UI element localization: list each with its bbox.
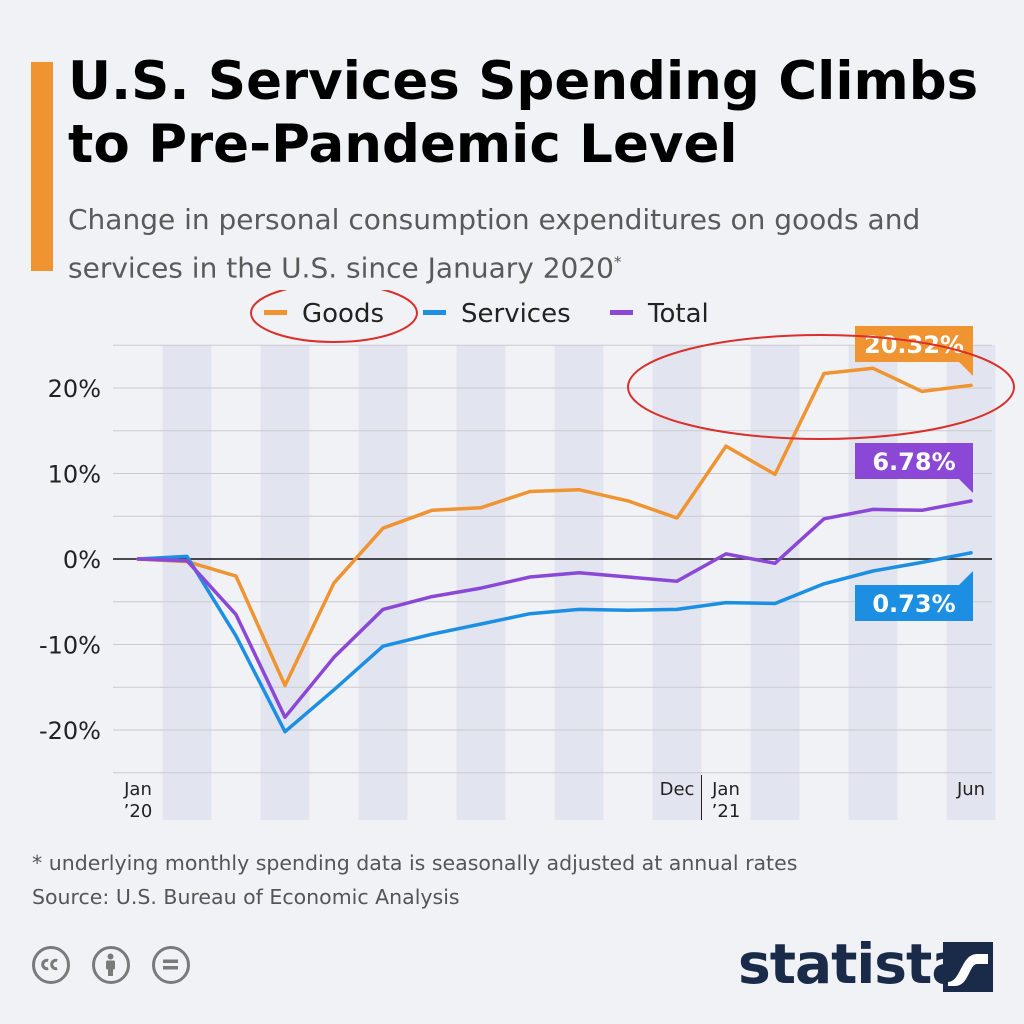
end-label-box (855, 585, 973, 621)
month-band (750, 345, 800, 820)
legend-swatch (264, 310, 287, 315)
month-band (554, 345, 604, 820)
statista-logo-mark-icon (943, 942, 993, 992)
legend-label: Goods (302, 299, 384, 329)
y-axis-tick-labels: -20% -10% 0% 10% 20% (39, 375, 101, 745)
legend-swatch (423, 310, 446, 315)
legend-item-goods: Goods (264, 299, 384, 329)
legend-highlight-ellipse (250, 290, 418, 343)
month-band (456, 345, 506, 820)
page-subtitle: Change in personal consumption expenditu… (68, 199, 968, 289)
end-label-text: 6.78% (872, 448, 955, 476)
footnote-text: * underlying monthly spending data is se… (32, 851, 798, 875)
series-line-services (136, 551, 973, 734)
x-tick-text: ’20 (124, 801, 153, 822)
month-band (848, 345, 898, 820)
subtitle-text: Change in personal consumption expenditu… (68, 203, 921, 285)
legend-label: Total (647, 299, 709, 329)
series-line-goods (136, 366, 973, 688)
legend-item-services: Services (423, 299, 571, 329)
chart-legend: Goods Services Total (264, 299, 709, 329)
page-title: U.S. Services Spending Climbs to Pre-Pan… (68, 51, 979, 175)
month-bands (162, 345, 996, 820)
month-band (260, 345, 310, 820)
x-tick-text: ’21 (712, 801, 741, 822)
chart-footnote: * underlying monthly spending data is se… (32, 846, 992, 914)
attribution-icon[interactable] (92, 946, 130, 984)
person-glyph (106, 953, 115, 976)
end-label-services: 0.73% (855, 571, 973, 621)
end-label-box (855, 443, 973, 479)
legend-item-total: Total (610, 299, 709, 329)
end-value-labels: 20.32% 0.73% 6.78% (855, 326, 973, 621)
y-tick-label: 20% (48, 375, 101, 403)
y-tick-label: 10% (48, 461, 101, 489)
end-label-box (855, 326, 973, 362)
end-label-total: 6.78% (855, 443, 973, 493)
month-band (358, 345, 408, 820)
y-tick-label: -20% (39, 717, 101, 745)
title-accent-bar (31, 62, 53, 271)
end-label-text: 20.32% (864, 331, 964, 359)
cc-glyph (41, 958, 58, 971)
gridlines (113, 344, 992, 774)
x-tick-text: Jan (123, 779, 152, 800)
end-label-pointer (959, 479, 973, 493)
x-tick-label: Dec (660, 779, 695, 800)
x-tick-label: Jan’21 (711, 779, 740, 822)
legend-swatch (610, 310, 633, 315)
legend-label: Services (461, 299, 571, 329)
no-derivatives-icon[interactable] (152, 946, 190, 984)
highlight-annotations (250, 290, 1015, 440)
x-tick-label: Jun (956, 779, 985, 800)
end-label-pointer (959, 571, 973, 585)
y-tick-label: 0% (63, 546, 101, 574)
end-label-pointer (959, 362, 973, 376)
x-tick-label: Jan’20 (123, 779, 152, 822)
end-label-text: 0.73% (872, 590, 955, 618)
subtitle-footnote-marker: * (613, 253, 622, 271)
source-text: Source: U.S. Bureau of Economic Analysis (32, 885, 460, 909)
x-tick-text: Jun (956, 779, 985, 800)
equals-glyph (163, 959, 178, 970)
x-tick-text: Jan (711, 779, 740, 800)
cc-icon[interactable] (32, 946, 70, 984)
series-line-total (136, 499, 973, 719)
end-label-goods: 20.32% (855, 326, 973, 376)
series-lines (136, 366, 973, 734)
statista-wordmark: statista (738, 932, 968, 996)
goods-peak-highlight-ellipse (627, 334, 1015, 440)
y-tick-label: -10% (39, 632, 101, 660)
x-tick-text: Dec (660, 779, 695, 800)
